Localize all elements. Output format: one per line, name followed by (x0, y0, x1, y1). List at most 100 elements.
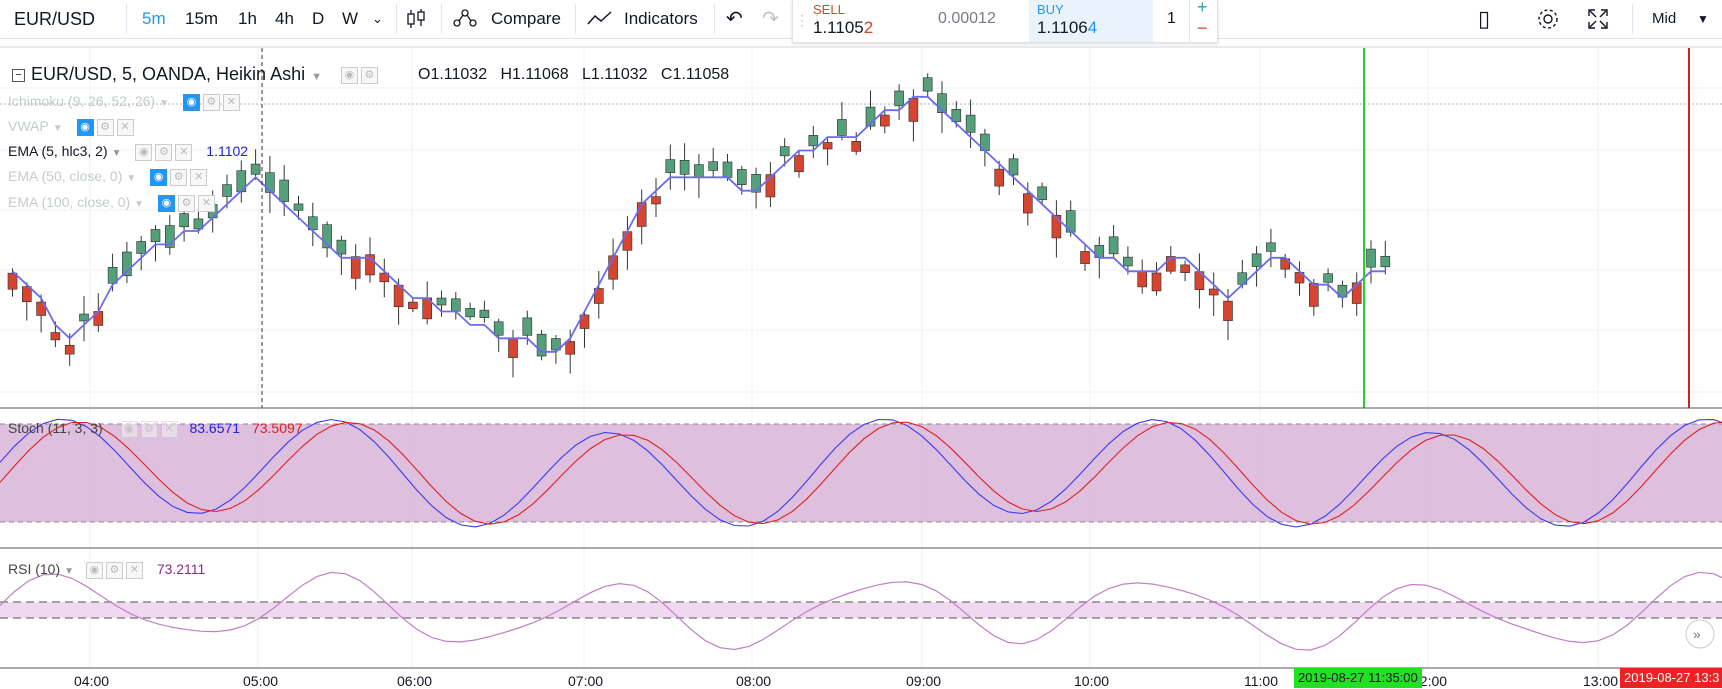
quantity-minus-button[interactable]: − (1197, 18, 1208, 38)
chevron-down-icon[interactable]: ▼ (111, 148, 122, 159)
series-settings-icon[interactable]: ⚙ (360, 66, 378, 84)
eye-icon[interactable]: ◉ (76, 118, 94, 136)
quantity-plus-button[interactable]: + (1197, 0, 1208, 17)
chevron-down-icon[interactable]: ▼ (134, 199, 145, 210)
close-icon[interactable]: ✕ (175, 143, 193, 161)
buy-price-main: 1.1106 (1037, 18, 1088, 37)
close-icon[interactable]: ✕ (190, 168, 208, 186)
indicator-legend-ema100[interactable]: EMA (100, close, 0) ▼ ◉ ⚙ ✕ (8, 194, 215, 212)
candle-body (593, 288, 604, 304)
chevron-down-icon[interactable]: ▼ (126, 173, 137, 184)
eye-icon[interactable]: ◉ (85, 561, 103, 579)
tf-4h[interactable]: 4h (275, 9, 294, 28)
chevron-down-icon[interactable]: ▼ (64, 566, 75, 577)
candle-body (1123, 256, 1133, 267)
indicator-legend-ichimoku[interactable]: Ichimoku (9, 26, 52, 26) ▼ ◉ ⚙ ✕ (8, 93, 240, 111)
candle-body (822, 142, 833, 150)
candle-body (694, 164, 704, 178)
candle-body (122, 251, 132, 277)
symbol-search[interactable]: EUR/USD (14, 9, 96, 29)
gear-icon[interactable]: ⚙ (140, 420, 158, 438)
gear-icon[interactable]: ⚙ (105, 561, 123, 579)
candle-body (865, 106, 876, 127)
spread-value: 0.00012 (938, 10, 996, 27)
settings-gear-icon[interactable] (1536, 7, 1560, 31)
stoch-k-line (0, 418, 1722, 528)
buy-price: 1.11064 (1037, 18, 1097, 38)
candle-body (150, 229, 161, 243)
indicator-legend-ema5[interactable]: EMA (5, hlc3, 2) ▼ ◉ ⚙ ✕ 1.1102 (8, 143, 248, 161)
candle-body (36, 301, 46, 316)
close-icon[interactable]: ✕ (197, 194, 215, 212)
indicators-icon[interactable] (587, 10, 613, 28)
compare-icon[interactable] (452, 8, 478, 30)
eye-icon[interactable]: ◉ (135, 143, 153, 161)
candles (7, 73, 1391, 378)
close-icon[interactable]: ✕ (125, 561, 143, 579)
drag-handle-icon[interactable]: ⋮⋮ (795, 12, 825, 28)
chevron-down-icon[interactable]: ▼ (159, 98, 169, 109)
layout-icon[interactable]: ▯ (1478, 6, 1491, 31)
candle-body (636, 202, 647, 227)
eye-icon[interactable]: ◉ (157, 194, 175, 212)
compare-button[interactable]: Compare (491, 9, 561, 28)
candle-body (322, 224, 332, 249)
candle-body (851, 141, 862, 152)
chart-style-candles-icon[interactable] (405, 8, 427, 30)
quantity-field[interactable]: 1 (1167, 10, 1176, 27)
tf-d[interactable]: D (312, 9, 325, 28)
eye-icon[interactable]: ◉ (150, 168, 168, 186)
candle-body (1008, 158, 1019, 176)
grid (0, 48, 1722, 668)
close-icon[interactable]: ✕ (160, 420, 178, 438)
time-label: 10:00 (1074, 673, 1110, 689)
price-type-chevron-icon[interactable]: ▼ (1697, 12, 1709, 26)
time-badge-red: 2019-08-27 13:3 (1620, 668, 1722, 688)
candle-body (1166, 256, 1176, 272)
fullscreen-icon[interactable] (1587, 8, 1609, 30)
indicator-legend-vwap[interactable]: VWAP ▼ ◉ ⚙ ✕ (8, 118, 134, 136)
gear-icon[interactable]: ⚙ (155, 143, 173, 161)
indicator-label: VWAP (8, 118, 49, 134)
stoch-legend[interactable]: Stoch (11, 3, 3) ◉ ⚙ ✕ 83.6571 73.5097 (8, 420, 303, 438)
candle-body (922, 77, 933, 92)
tf-15m[interactable]: 15m (185, 9, 219, 28)
rsi-legend[interactable]: RSI (10) ▼ ◉ ⚙ ✕ 73.2111 (8, 561, 205, 579)
divider (1189, 0, 1190, 42)
collapse-icon[interactable]: − (12, 68, 25, 82)
series-dropdown-chevron-icon[interactable]: ▼ (311, 71, 322, 83)
gear-icon[interactable]: ⚙ (202, 93, 220, 111)
close-icon[interactable]: ✕ (116, 118, 134, 136)
sell-label: SELL (813, 2, 845, 17)
tf-dropdown-chevron-icon[interactable]: ⌄ (372, 11, 383, 26)
undo-icon[interactable]: ↶ (726, 8, 743, 30)
indicator-legend-ema50[interactable]: EMA (50, close, 0) ▼ ◉ ⚙ ✕ (8, 168, 208, 186)
chevron-down-icon[interactable]: ▼ (52, 123, 63, 134)
candle-body (994, 168, 1005, 187)
tf-w[interactable]: W (342, 9, 359, 28)
eye-icon[interactable]: ◉ (182, 93, 200, 111)
eye-icon[interactable]: ◉ (120, 420, 138, 438)
gear-icon[interactable]: ⚙ (96, 118, 114, 136)
series-eye-icon[interactable]: ◉ (340, 66, 358, 84)
price-type-select[interactable]: Mid (1652, 10, 1677, 27)
candle-body (21, 286, 32, 303)
buy-button[interactable]: BUY 1.11064 (1029, 0, 1153, 42)
indicator-value: 1.1102 (206, 143, 249, 159)
indicators-button[interactable]: Indicators (624, 9, 698, 28)
candle-body (79, 313, 89, 322)
gear-icon[interactable]: ⚙ (170, 168, 188, 186)
tf-1h[interactable]: 1h (238, 9, 257, 28)
close-icon[interactable]: ✕ (222, 93, 240, 111)
tf-5m[interactable]: 5m (142, 9, 166, 28)
candle-body (1022, 193, 1033, 214)
candle-body (1080, 251, 1090, 264)
redo-icon[interactable]: ↷ (762, 8, 779, 30)
sell-button[interactable]: SELL 1.11052 (809, 0, 929, 42)
scroll-realtime-button[interactable] (1685, 619, 1715, 649)
gear-icon[interactable]: ⚙ (177, 194, 195, 212)
stoch-band (0, 424, 1722, 522)
candle-body (679, 160, 690, 175)
low-value: 1.11032 (590, 66, 648, 83)
